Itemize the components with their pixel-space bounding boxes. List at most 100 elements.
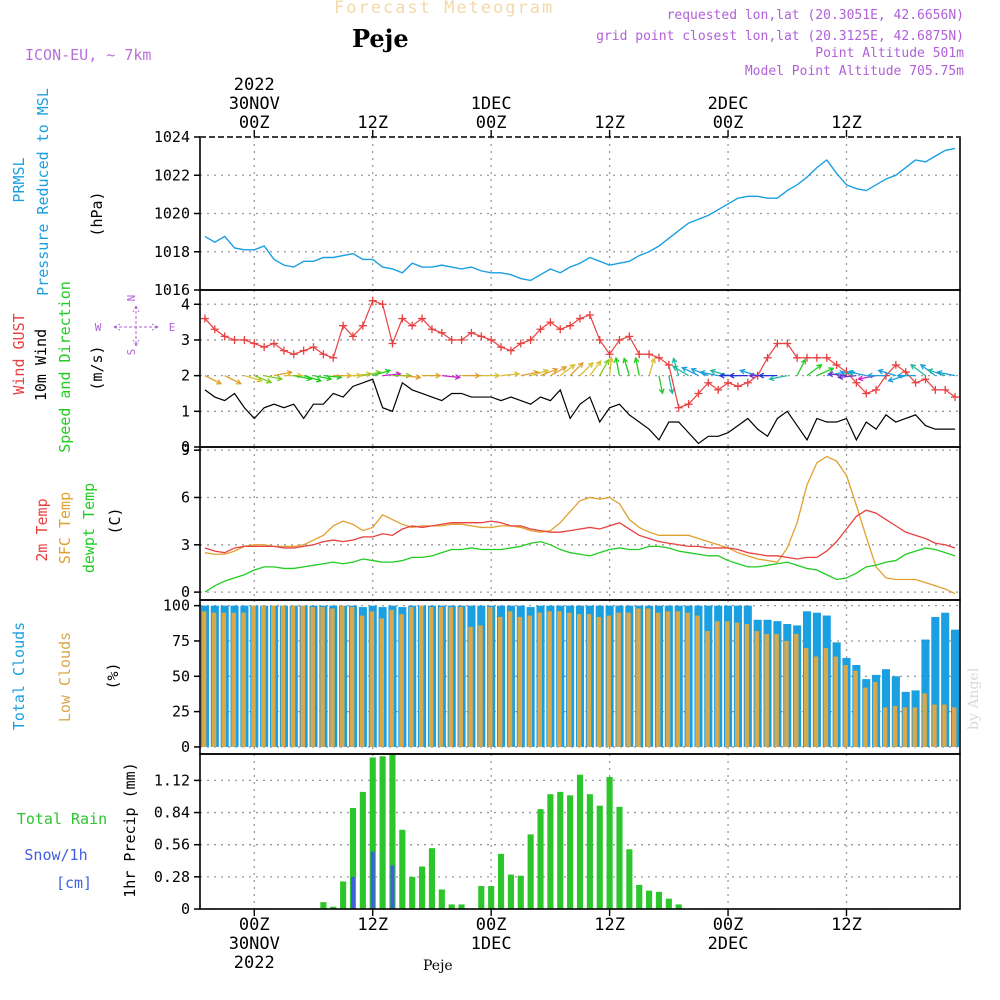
gust-point-marker [398,314,407,323]
low-cloud-bar [211,612,217,747]
footer-station: Peje [423,958,453,974]
gust-point-marker [625,332,634,341]
y-tick-label: 50 [172,667,190,685]
low-cloud-bar [863,687,868,747]
gust-point-marker [615,335,624,344]
low-cloud-bar [932,704,937,747]
y-tick-label: 1 [181,402,190,420]
gust-point-marker [556,325,565,334]
rain-bar [349,807,357,909]
low-cloud-bar [596,616,602,747]
y-tick-label: 0 [181,583,190,601]
time-label-bottom: 12Z [594,915,625,935]
gust-point-marker [605,350,614,359]
wind-direction-arrow [866,372,886,379]
wind-direction-arrow [599,358,610,376]
rain-bar [567,795,574,909]
compass-cross [113,305,159,347]
low-cloud-bar [448,607,454,747]
gust-point-marker [891,360,900,369]
low-cloud-bar [221,612,227,747]
gust-point-marker [862,389,871,398]
y-tick-label: 0 [181,900,190,918]
low-cloud-bar [497,616,503,747]
rain-bar [636,884,643,909]
low-cloud-bar [320,607,325,747]
y-tick-label: 75 [172,632,190,650]
info-requested-coords: requested lon,lat (20.3051E, 42.6656N) [666,8,964,23]
y-tick-label: 1016 [154,281,190,299]
rain-bar [646,890,653,909]
temp-2m-line [204,509,956,560]
gust-point-marker [595,335,604,344]
gust-point-marker [576,314,584,323]
time-label-bottom: 12Z [357,915,388,935]
gust-point-marker [931,385,940,394]
wind-direction-arrow [728,372,748,379]
gust-point-marker [299,346,308,355]
info-grid-coords: grid point closest lon,lat (20.3125E, 42… [596,29,964,44]
gust-point-marker [477,332,486,341]
time-label-bottom: 00Z [239,915,270,935]
wind-direction-arrow [313,374,333,382]
time-label-top: 2DEC [708,94,749,114]
wind-direction-arrow [559,364,576,377]
wind-direction-arrow [303,375,323,383]
gust-point-marker [812,353,821,362]
low-cloud-bar [478,625,483,747]
gust-point-marker [497,343,506,352]
compass-south: S [125,349,138,356]
low-cloud-bar [369,611,375,747]
precip-unit-label: 1hr Precip (mm) [121,762,139,897]
rain-bar [517,875,524,909]
snow-label: Snow/1h [24,846,87,864]
low-cloud-bar [340,605,345,747]
rain-bar [547,794,554,909]
low-cloud-bar [823,648,829,747]
low-cloud-bar [952,707,957,747]
time-label-top: 00Z [239,113,270,133]
y-tick-label: 4 [181,295,190,313]
time-label-top: 12Z [594,113,625,133]
gust-point-marker [427,325,436,334]
low-cloud-bar [330,608,335,747]
wind-direction-arrow [569,361,584,377]
rain-bar [488,886,495,909]
y-tick-label: 3 [181,331,190,349]
wind-direction-arrow [372,368,392,377]
time-label-bottom: 2022 [234,953,275,973]
rain-bar [596,805,603,909]
gust-point-marker [664,360,673,369]
low-clouds-label: Low Clouds [56,632,74,722]
gust-point-marker [921,375,930,384]
low-cloud-bar [636,608,641,747]
wind-direction-arrow [857,374,877,382]
y-tick-label: 1022 [154,166,190,184]
low-cloud-bar [942,704,947,747]
rain-bar [576,774,584,909]
total-clouds-label: Total Clouds [10,622,28,730]
y-tick-label: 1024 [154,128,190,146]
low-cloud-bar [399,614,404,747]
gust-point-marker [516,339,525,348]
wind-direction-arrow [633,356,640,376]
low-cloud-bar [428,607,434,747]
low-cloud-bar [754,631,760,747]
snow-unit-label: [cm] [56,874,92,892]
wind-direction-arrow [550,366,568,377]
low-cloud-bar [892,705,898,747]
gust-point-marker [260,343,269,352]
gust-point-marker [467,328,476,337]
gust-point-marker [832,360,841,369]
pressure-line [204,147,956,282]
rain-bar [507,874,514,909]
low-cloud-bar [241,612,246,747]
wind-direction-arrow [896,372,916,379]
low-cloud-bar [626,612,631,747]
wind-direction-arrow [589,360,602,377]
gust-point-marker [447,335,456,344]
low-cloud-bar [853,670,858,747]
gust-point-marker [230,335,239,344]
time-label-top: 00Z [713,113,744,133]
rain-bar [458,904,465,909]
